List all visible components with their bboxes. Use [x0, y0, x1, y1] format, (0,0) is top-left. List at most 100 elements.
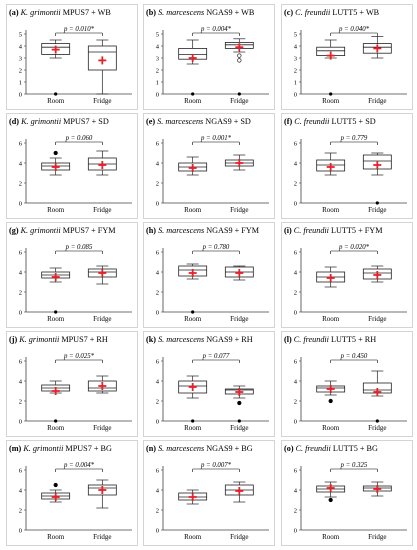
y-tick-label: 5	[156, 31, 159, 38]
box-fridge: Fridge	[87, 150, 117, 214]
panel-frame	[143, 4, 275, 110]
y-tick-label: 0	[294, 91, 297, 98]
panel-title: (j) K. grimontii MPUS7 + RH	[9, 335, 108, 344]
panel-title: (g) K. grimontii MPUS7 + FYM	[9, 226, 116, 235]
y-tick-label: 4	[156, 378, 160, 385]
y-tick-label: 4	[294, 160, 298, 167]
panel-l: (l) C. freundii LUTT5 + RH 0 2 4 6 p = 0.450 R…	[281, 331, 413, 437]
category-label: Fridge	[230, 97, 248, 105]
category-label: Fridge	[93, 424, 111, 432]
category-label: Fridge	[368, 424, 386, 432]
p-value-label: p = 0.779	[340, 135, 368, 142]
y-tick-label: 6	[156, 358, 160, 365]
outlier-point	[53, 482, 58, 488]
outlier-point	[54, 419, 58, 423]
outlier-point	[237, 400, 242, 406]
panel-h: (h) S. marcescens NGAS9 + FYM 0 2 4 6 p = 0.7…	[143, 222, 275, 328]
category-label: Room	[322, 424, 340, 432]
box-fridge: Fridge	[362, 152, 392, 214]
box-room: Room	[316, 152, 346, 214]
p-value-label: p = 0.780	[202, 244, 230, 251]
y-tick-label: 6	[19, 249, 23, 256]
category-label: Room	[47, 97, 65, 105]
panel-j: (j) K. grimontii MPUS7 + RH 0 2 4 6 p = 0.025…	[6, 331, 138, 437]
y-tick-label: 1	[294, 79, 297, 86]
y-tick-label: 0	[156, 91, 159, 98]
box-room: Room	[41, 39, 71, 105]
panel-e: (e) S. marcescens NGAS9 + SD 0 2 4 6 p = 0.00…	[143, 113, 275, 219]
category-label: Fridge	[368, 206, 386, 214]
outlier-point	[191, 310, 195, 314]
y-tick-label: 0	[19, 527, 22, 534]
panel-letter: (g)	[9, 226, 21, 235]
panel-title: (b) S. marcescens NGAS9 + WB	[146, 8, 255, 17]
y-tick-label: 4	[19, 378, 23, 385]
category-label: Room	[184, 315, 202, 323]
panel-k: (k) S. marcescens NGAS9 + RH 0 2 4 6 p = 0.07…	[143, 331, 275, 437]
panel-frame	[6, 440, 138, 546]
p-value-label: p = 0.450	[340, 353, 368, 360]
panel-title: (d) K. grimontii MPUS7 + SD	[9, 117, 109, 126]
y-tick-label: 4	[156, 269, 160, 276]
panel-frame	[281, 4, 413, 110]
strain-medium: LUTT5 + FYM	[331, 226, 383, 235]
p-value-label: p = 0.020*	[338, 244, 370, 251]
y-tick-label: 4	[156, 43, 160, 50]
outlier-point	[329, 92, 333, 96]
y-tick-label: 4	[19, 487, 23, 494]
y-tick-label: 0	[294, 309, 297, 316]
organism-name: K. grimontii	[22, 444, 65, 453]
category-label: Room	[184, 206, 202, 214]
panel-title: (n) S. marcescens NGAS9 + BG	[146, 444, 253, 453]
y-tick-label: 2	[156, 289, 159, 296]
organism-name: C. freundii	[295, 8, 332, 17]
panel-o: (o) C. freundii LUTT5 + BG 0 2 4 6 p = 0.325 R…	[281, 440, 413, 546]
y-tick-label: 2	[294, 398, 297, 405]
category-label: Room	[184, 424, 202, 432]
panel-frame	[281, 331, 413, 437]
p-value-label: p = 0.085	[65, 244, 93, 251]
panel-letter: (c)	[284, 8, 295, 17]
strain-medium: NGAS9 + FYM	[206, 226, 260, 235]
y-tick-label: 6	[294, 467, 298, 474]
y-tick-label: 4	[294, 43, 298, 50]
organism-name: C. freundii	[294, 335, 331, 344]
outlier-point	[54, 310, 58, 314]
panel-title: (i) C. freundii LUTT5 + FYM	[284, 226, 383, 235]
panel-letter: (d)	[9, 117, 21, 126]
category-label: Fridge	[368, 97, 386, 105]
p-value-label: p = 0.060	[65, 135, 93, 142]
outlier-point	[191, 92, 195, 96]
category-label: Fridge	[93, 206, 111, 214]
y-tick-label: 4	[294, 269, 298, 276]
panel-title: (e) S. marcescens NGAS9 + SD	[146, 117, 251, 126]
y-tick-label: 2	[156, 180, 159, 187]
category-label: Room	[322, 533, 340, 541]
y-tick-label: 0	[19, 309, 22, 316]
y-tick-label: 0	[294, 200, 297, 207]
panel-title: (o) C. freundii LUTT5 + BG	[284, 444, 378, 453]
box-fridge: Fridge	[224, 38, 254, 105]
panel-frame	[281, 113, 413, 219]
category-label: Fridge	[368, 315, 386, 323]
outlier-point	[237, 92, 241, 96]
panel-frame	[143, 331, 275, 437]
y-tick-label: 0	[19, 91, 22, 98]
box-room: Room	[316, 39, 346, 105]
category-label: Room	[322, 97, 340, 105]
panel-letter: (m)	[9, 444, 23, 453]
box-room: Room	[41, 267, 71, 323]
category-label: Fridge	[93, 315, 111, 323]
y-tick-label: 2	[156, 507, 159, 514]
strain-medium: NGAS9 + BG	[206, 444, 253, 453]
category-label: Fridge	[230, 206, 248, 214]
organism-name: C. freundii	[296, 444, 333, 453]
organism-name: S. marcescens	[158, 226, 206, 235]
y-tick-label: 2	[294, 507, 297, 514]
y-tick-label: 0	[156, 527, 159, 534]
outlier-point	[237, 58, 242, 63]
category-label: Room	[322, 315, 340, 323]
box-fridge: Fridge	[362, 265, 392, 323]
strain-medium: MPUS7 + WB	[63, 8, 112, 17]
